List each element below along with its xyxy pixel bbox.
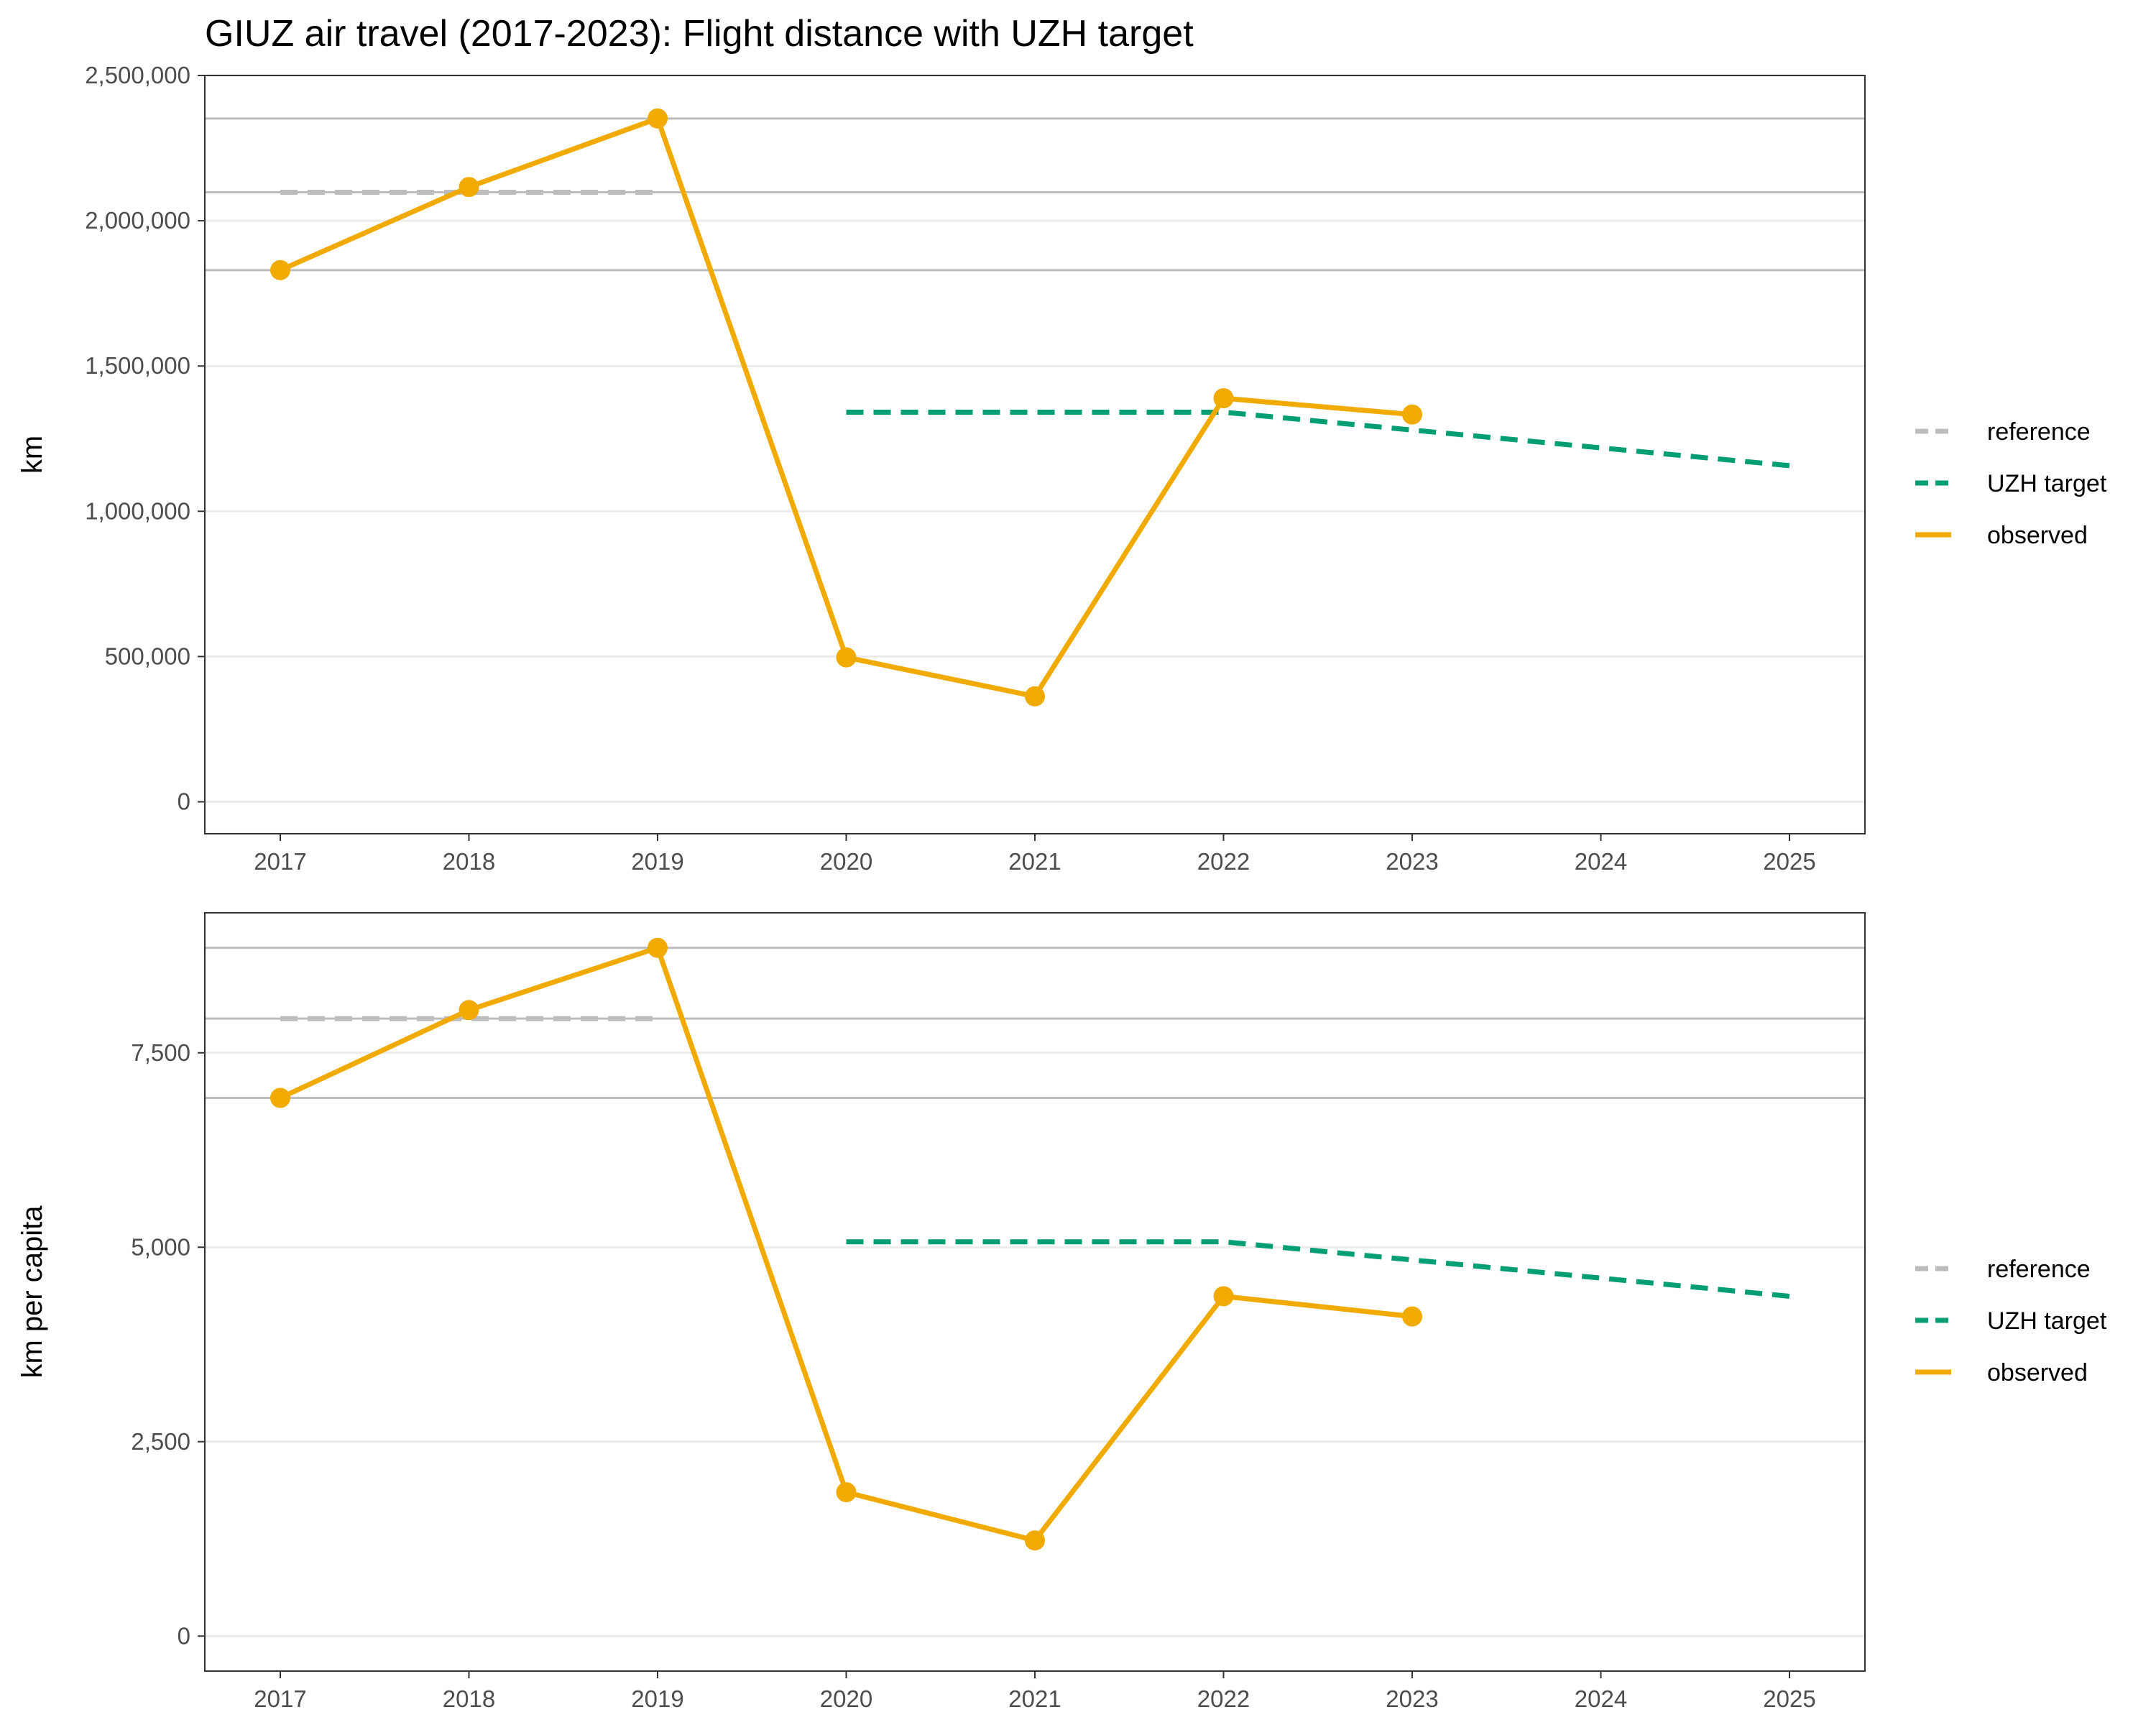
legend-label-reference: reference bbox=[1987, 1256, 2091, 1283]
x-tick-label: 2023 bbox=[1386, 848, 1438, 875]
observed-point bbox=[1213, 388, 1234, 409]
x-tick-label: 2025 bbox=[1763, 848, 1815, 875]
panel-border bbox=[204, 912, 1866, 1672]
uzh-target-series-line bbox=[846, 410, 1790, 469]
observed-point bbox=[648, 937, 668, 958]
x-tick-label: 2019 bbox=[631, 848, 683, 875]
observed-point bbox=[1025, 686, 1045, 707]
legend-label-observed: observed bbox=[1987, 522, 2088, 549]
y-tick-label: 1,000,000 bbox=[85, 497, 190, 524]
observed-series-line bbox=[279, 116, 1413, 699]
observed-point bbox=[1025, 1530, 1045, 1551]
x-tick-label: 2025 bbox=[1763, 1685, 1815, 1712]
legend: reference UZH target observed bbox=[1915, 1256, 2107, 1386]
legend-label-observed: observed bbox=[1987, 1359, 2088, 1386]
y-axis-title: km bbox=[17, 436, 48, 474]
y-tick-label: 2,500,000 bbox=[85, 62, 190, 88]
observed-point bbox=[270, 259, 290, 280]
x-tick-label: 2017 bbox=[254, 1685, 306, 1712]
y-tick-label: 0 bbox=[178, 1622, 190, 1649]
observed-point bbox=[459, 177, 479, 198]
uzh-target-series-line bbox=[846, 1239, 1790, 1299]
x-tick-label: 2023 bbox=[1386, 1685, 1438, 1712]
x-tick-label: 2024 bbox=[1575, 1685, 1627, 1712]
panel-distance-per-capita: 0 2,500 5,000 7,500 2017 2018 2019 2020 2021 2022… bbox=[17, 912, 2107, 1712]
observed-point bbox=[1402, 404, 1422, 425]
x-tick-label: 2021 bbox=[1008, 1685, 1061, 1712]
y-tick-label: 2,000,000 bbox=[85, 207, 190, 234]
panel-flight-distance: 0 500,000 1,000,000 1,500,000 2,000,000 2,500… bbox=[17, 62, 2107, 875]
x-tick-label: 2022 bbox=[1197, 1685, 1250, 1712]
observed-point bbox=[1213, 1286, 1234, 1307]
y-tick-label: 5,000 bbox=[131, 1233, 190, 1260]
x-tick-label: 2019 bbox=[631, 1685, 683, 1712]
observed-point bbox=[459, 1000, 479, 1021]
legend: reference UZH target observed bbox=[1915, 418, 2107, 549]
chart-title: GIUZ air travel (2017-2023): Flight dist… bbox=[205, 13, 1194, 55]
x-tick-label: 2020 bbox=[820, 1685, 872, 1712]
observed-point bbox=[270, 1087, 290, 1108]
observed-point bbox=[1402, 1306, 1422, 1327]
legend-label-uzh-target: UZH target bbox=[1987, 470, 2107, 497]
y-tick-label: 0 bbox=[178, 788, 190, 815]
y-axis-title: km per capita bbox=[17, 1205, 48, 1379]
legend-label-reference: reference bbox=[1987, 418, 2091, 446]
x-tick-label: 2017 bbox=[254, 848, 306, 875]
observed-point bbox=[648, 108, 668, 129]
x-tick-label: 2024 bbox=[1575, 848, 1627, 875]
y-tick-label: 7,500 bbox=[131, 1039, 190, 1066]
x-tick-label: 2018 bbox=[443, 1685, 495, 1712]
x-tick-label: 2022 bbox=[1197, 848, 1250, 875]
observed-point bbox=[836, 647, 857, 668]
y-tick-label: 500,000 bbox=[105, 643, 190, 669]
y-tick-label: 2,500 bbox=[131, 1428, 190, 1455]
y-tick-label: 1,500,000 bbox=[85, 352, 190, 379]
x-tick-label: 2020 bbox=[820, 848, 872, 875]
x-tick-label: 2021 bbox=[1008, 848, 1061, 875]
panel-border bbox=[204, 75, 1866, 834]
x-tick-label: 2018 bbox=[443, 848, 495, 875]
observed-point bbox=[836, 1482, 857, 1503]
legend-label-uzh-target: UZH target bbox=[1987, 1307, 2107, 1335]
